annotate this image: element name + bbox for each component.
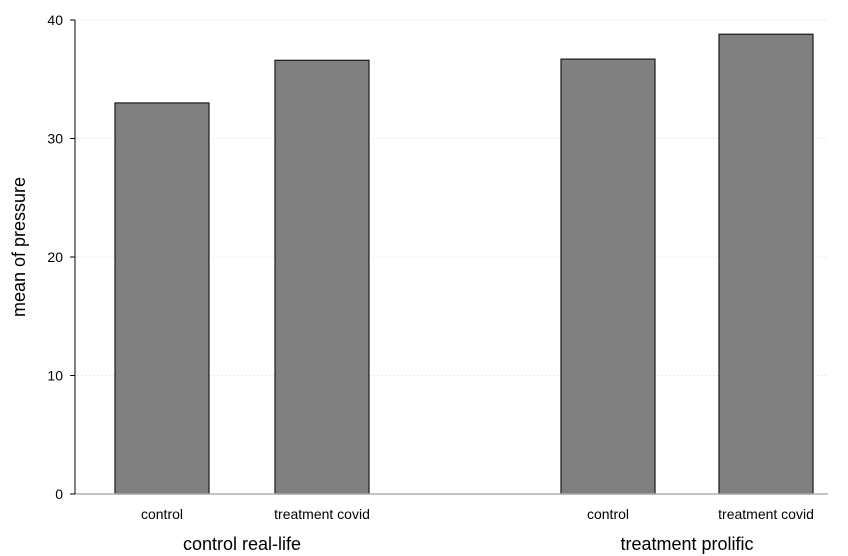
y-tick-label: 10	[47, 368, 63, 384]
category-label: control	[587, 506, 629, 522]
category-label: control	[141, 506, 183, 522]
y-tick-label: 30	[47, 131, 63, 147]
y-axis-ticks: 0 10 20 30 40	[47, 12, 75, 502]
bar	[114, 102, 210, 495]
group-label: treatment prolific	[620, 534, 753, 554]
y-tick-label: 20	[47, 249, 63, 265]
y-axis-title: mean of pressure	[9, 177, 29, 317]
bar	[274, 59, 370, 495]
group-label: control real-life	[183, 534, 301, 554]
bar	[560, 58, 656, 495]
y-tick-label: 0	[55, 486, 63, 502]
bar	[718, 33, 814, 495]
category-label: treatment covid	[274, 506, 370, 522]
bars	[114, 33, 814, 495]
y-tick-label: 40	[47, 12, 63, 28]
category-label: treatment covid	[718, 506, 814, 522]
